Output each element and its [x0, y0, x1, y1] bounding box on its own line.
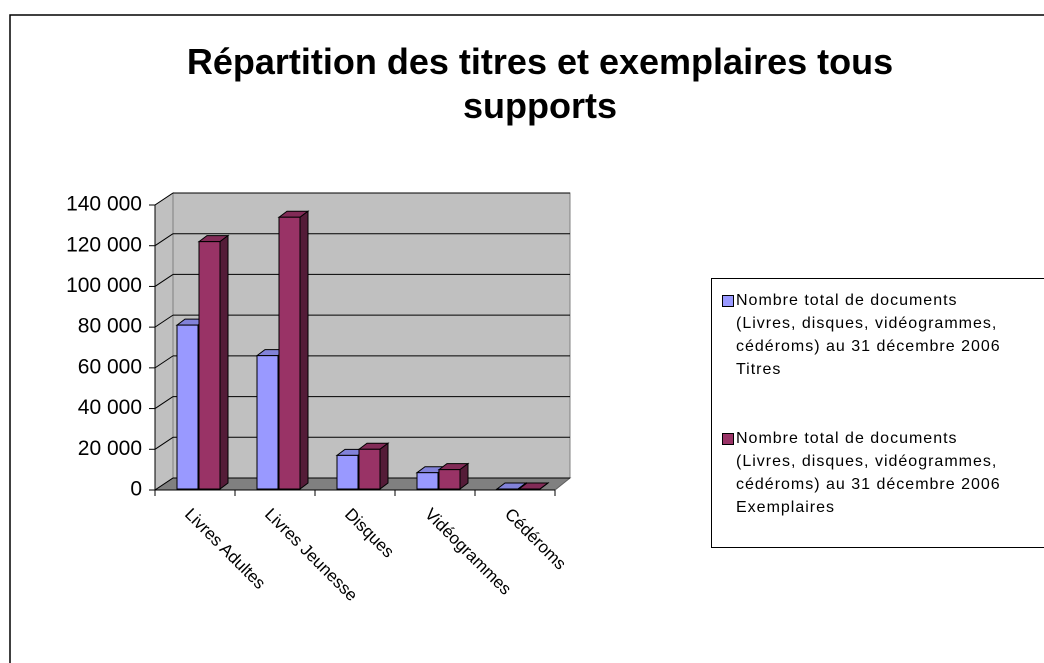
bar-side	[379, 442, 389, 490]
y-tick-label: 40 000	[78, 396, 142, 419]
bar	[438, 469, 461, 490]
y-tick-label: 140 000	[66, 193, 142, 216]
legend-swatch	[722, 433, 734, 445]
legend-label: Nombre total de documents (Livres, disqu…	[736, 292, 1001, 378]
bar	[416, 472, 439, 490]
legend: Nombre total de documents (Livres, disqu…	[711, 278, 1044, 548]
y-tick-label: 100 000	[66, 274, 142, 297]
y-tick-label: 20 000	[78, 437, 142, 460]
y-tick-label: 120 000	[66, 233, 142, 256]
bar	[278, 216, 301, 490]
grid-line-side	[154, 477, 174, 491]
legend-label: Nombre total de documents (Livres, disqu…	[736, 430, 1001, 516]
y-tick-label: 0	[130, 478, 142, 501]
grid-line-side	[154, 396, 174, 409]
bar-side	[219, 234, 229, 490]
chart-title: Répartition des titres et exemplaires to…	[186, 41, 894, 126]
bar	[176, 324, 199, 490]
bar	[256, 355, 279, 490]
bar	[358, 448, 381, 490]
legend-swatch	[722, 295, 734, 307]
bar-side	[299, 210, 309, 490]
grid-line-side	[154, 192, 174, 206]
bar	[336, 454, 359, 490]
bar	[198, 241, 221, 490]
grid-line-side	[154, 436, 174, 450]
grid-line-side	[154, 355, 174, 369]
grid-line-side	[154, 274, 174, 287]
grid-line-side	[154, 314, 174, 328]
side-wall	[154, 192, 174, 491]
y-tick-label: 80 000	[78, 315, 142, 338]
back-wall	[172, 192, 571, 479]
y-tick-label: 60 000	[78, 355, 142, 378]
grid-line-side	[154, 233, 174, 247]
